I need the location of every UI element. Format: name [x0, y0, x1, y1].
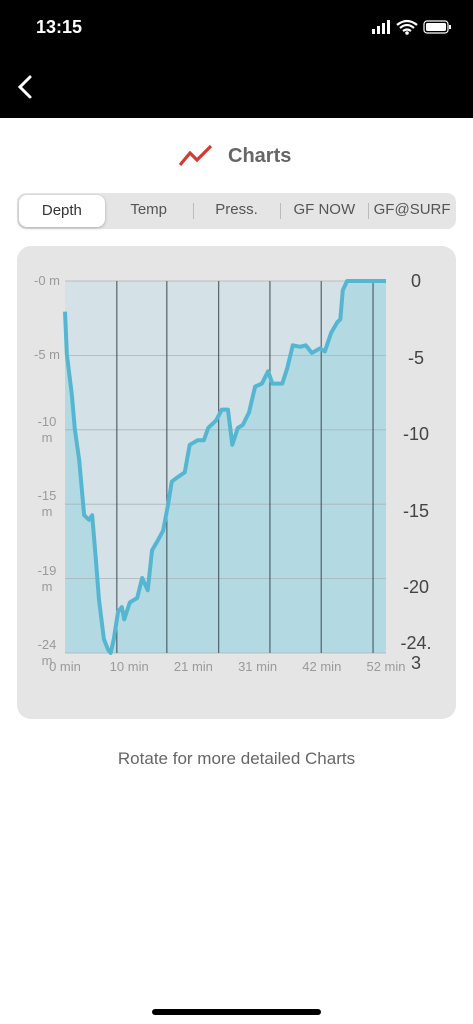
tab-separator [368, 203, 370, 219]
home-indicator [152, 1009, 321, 1015]
tab-separator [280, 203, 282, 219]
y2-tick-label: -24.3 [400, 633, 432, 673]
x-tick-label: 42 min [302, 659, 342, 674]
x-tick-label: 21 min [173, 659, 213, 674]
status-icons [372, 19, 451, 35]
header-title: Charts [228, 145, 292, 167]
x-tick-label: 10 min [109, 659, 149, 674]
y-tick-label: -19 m [37, 562, 57, 594]
tab[interactable]: GF@SURF [373, 201, 451, 218]
status-time: 13:15 [36, 17, 83, 37]
y2-tick-label: 0 [410, 271, 421, 291]
chart [63, 279, 386, 655]
chart-card: -0 m -5 m -10 m -15 m -19 m -24 m 0 -5 -10 -15 -20… [17, 246, 456, 719]
y-tick-label: -15 m [37, 488, 57, 520]
charts-icon [178, 144, 213, 167]
x-tick-label: 31 min [238, 659, 278, 674]
depth-area [65, 281, 386, 653]
depth-line [63, 279, 386, 655]
y2-tick-label: -15 [402, 500, 429, 521]
tab[interactable]: Temp [130, 201, 168, 218]
tab-separator [192, 203, 194, 219]
y2-tick-label: -20 [402, 577, 429, 598]
tab[interactable]: Depth [19, 195, 105, 227]
x-tick-label: 0 min [49, 659, 81, 674]
y-tick-label: -5 m [34, 347, 60, 363]
y2-tick-label: -5 [407, 347, 424, 368]
rotate-hint: Rotate for more detailed Charts [117, 749, 356, 768]
top-bar [0, 0, 473, 118]
back-button[interactable] [14, 74, 38, 100]
y-tick-label: -0 m [34, 273, 60, 288]
tab[interactable]: GF NOW [293, 201, 356, 218]
y-tick-label: -10 m [37, 413, 57, 445]
tab[interactable]: Press. [215, 201, 258, 218]
y2-tick-label: -10 [402, 424, 429, 445]
x-tick-label: 52 min [366, 659, 406, 674]
tab-bar: Depth Temp Press. GF NOW GF@SURF [17, 193, 456, 229]
y-tick-label: -24 m [37, 637, 57, 668]
